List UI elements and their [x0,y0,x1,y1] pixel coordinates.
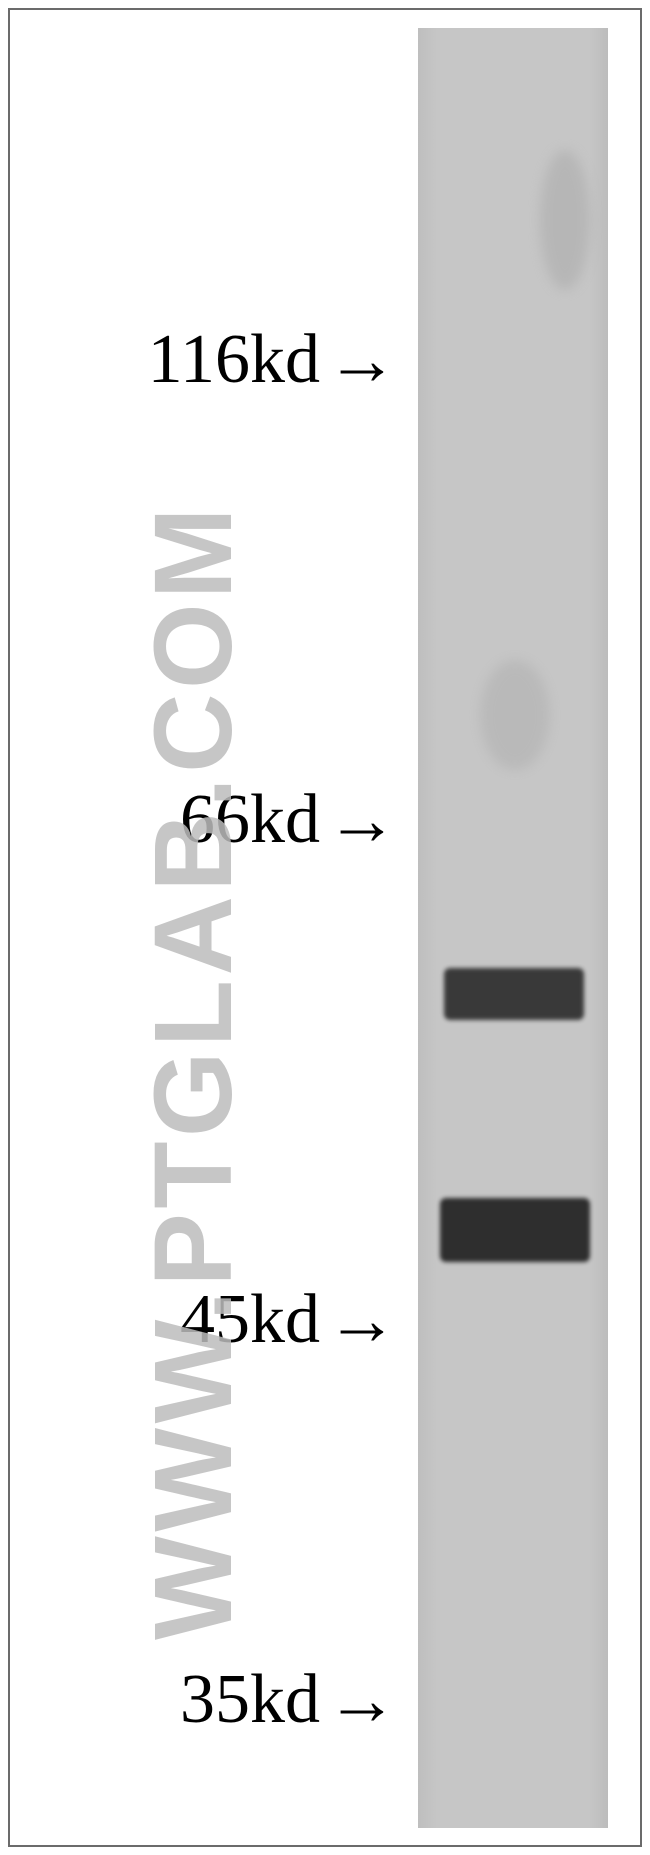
arrow-right-icon: → [326,324,398,396]
arrow-right-icon: → [326,1664,398,1736]
western-blot-figure: 116kd→66kd→45kd→35kd→WWW.PTGLAB.COM [0,0,650,1855]
mw-marker-66kd: 66kd→ [84,778,398,862]
blot-lane [418,28,608,1828]
mw-marker-label: 116kd [148,320,320,400]
band-upper [444,968,584,1020]
mw-marker-label: 45kd [180,1280,320,1360]
mw-marker-35kd: 35kd→ [84,1658,398,1742]
mw-marker-label: 35kd [180,1660,320,1740]
mw-marker-45kd: 45kd→ [84,1278,398,1362]
arrow-right-icon: → [326,1284,398,1356]
mw-marker-116kd: 116kd→ [46,318,398,402]
smudge-top-right [540,150,590,290]
arrow-right-icon: → [326,784,398,856]
mw-marker-label: 66kd [180,780,320,860]
smudge-mid [480,660,550,770]
band-lower [440,1198,590,1262]
